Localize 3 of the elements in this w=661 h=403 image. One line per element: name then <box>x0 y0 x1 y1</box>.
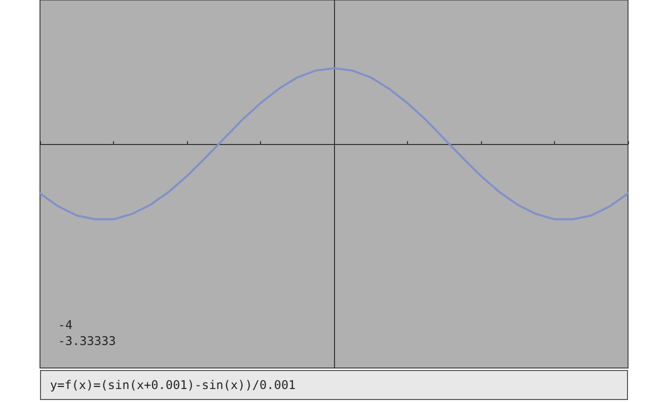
text: -3.33333 <box>58 334 116 348</box>
text: -4 <box>58 318 72 332</box>
text: y=f(x)=(sin(x+0.001)-sin(x))/0.001 <box>50 378 296 392</box>
